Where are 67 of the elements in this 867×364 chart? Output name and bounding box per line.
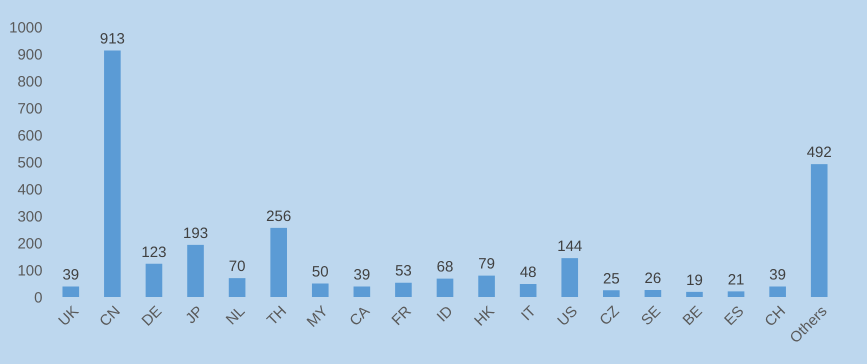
y-tick-label: 100 [17, 262, 42, 280]
y-tick-label: 900 [17, 46, 42, 64]
bar [228, 278, 246, 297]
bar [354, 286, 370, 297]
bar [520, 284, 536, 297]
bar [395, 282, 412, 297]
x-tick-label: HK [471, 302, 498, 330]
x-tick-label: US [554, 302, 582, 330]
y-tick-label: 0 [34, 290, 42, 306]
x-tick-label: SE [638, 302, 664, 329]
data-label: 913 [100, 30, 125, 48]
bar [561, 258, 578, 297]
x-tick-label: ES [721, 302, 748, 329]
x-tick-label: CZ [596, 302, 623, 329]
data-label: 144 [557, 238, 582, 256]
data-label: 79 [478, 256, 495, 273]
data-label: 50 [312, 264, 329, 280]
data-label: 19 [686, 272, 703, 289]
x-tick-label: IT [518, 302, 540, 324]
y-tick-label: 300 [17, 208, 42, 226]
x-tick-label: MY [304, 302, 332, 331]
data-label: 39 [62, 266, 80, 284]
x-tick-label: BE [680, 302, 706, 329]
x-tick-label: JP [182, 302, 207, 328]
data-label: 39 [354, 266, 370, 284]
y-tick-label: 700 [17, 100, 42, 118]
bar [146, 264, 162, 297]
x-tick-label: CH [762, 302, 789, 330]
data-label: 26 [644, 270, 662, 287]
data-label: 193 [183, 224, 208, 242]
y-tick-label: 800 [17, 74, 42, 90]
y-tick-label: 1000 [9, 20, 42, 36]
bar [436, 278, 454, 297]
y-tick-label: 600 [17, 128, 42, 144]
bar [62, 286, 80, 297]
bar [312, 284, 329, 297]
data-label: 492 [806, 144, 832, 162]
data-label: 70 [228, 258, 246, 276]
y-tick-label: 500 [17, 154, 42, 172]
bar [686, 292, 703, 297]
bar [187, 244, 204, 297]
data-label: 39 [769, 266, 786, 284]
x-tick-label: CN [96, 302, 124, 330]
bar [810, 164, 828, 297]
x-tick-label: ID [434, 302, 456, 326]
bar [270, 228, 287, 297]
data-label: 25 [602, 270, 620, 288]
x-tick-label: CA [346, 302, 374, 330]
x-tick-label: NL [222, 302, 248, 328]
data-label: 256 [266, 208, 292, 225]
y-tick-label: 200 [17, 236, 42, 252]
data-label: 21 [728, 271, 744, 288]
x-tick-label: TH [264, 302, 290, 329]
data-label: 48 [520, 264, 536, 282]
bar [104, 50, 121, 297]
bar [769, 286, 786, 297]
data-label: 68 [436, 258, 454, 276]
bar [728, 291, 744, 297]
x-tick-label: FR [388, 302, 415, 329]
x-tick-label: DE [138, 302, 166, 330]
bar [478, 276, 495, 297]
bar [603, 290, 620, 297]
bar [644, 290, 662, 297]
x-tick-label: UK [55, 302, 82, 330]
data-label: 123 [141, 244, 166, 261]
data-label: 53 [395, 262, 412, 280]
y-tick-label: 400 [17, 182, 42, 198]
